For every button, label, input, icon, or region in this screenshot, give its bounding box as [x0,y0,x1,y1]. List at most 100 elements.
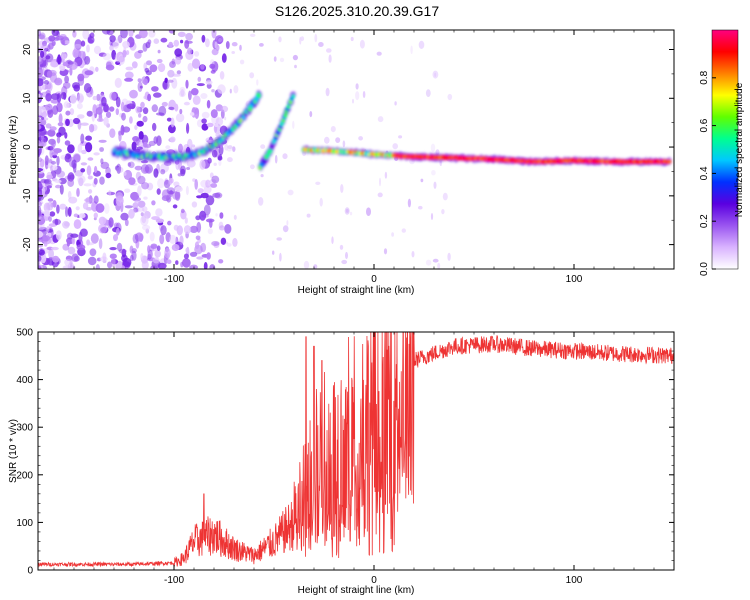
noise-blob [194,51,200,57]
noise-blob [214,192,223,199]
noise-blob [344,207,350,215]
noise-blob [98,139,107,143]
noise-blob [46,226,50,233]
noise-blob [159,234,165,245]
noise-blob [215,133,222,137]
snr-y-tick-label: 300 [16,423,33,434]
noise-blob [182,258,191,268]
noise-blob [95,66,99,72]
noise-blob [432,258,439,263]
noise-blob [162,80,170,90]
noise-blob [79,228,88,237]
noise-blob [105,111,112,118]
noise-blob [62,265,72,269]
noise-blob [197,188,204,194]
noise-blob [54,179,62,184]
spectrogram-y-tick-label: 0 [22,144,33,150]
noise-blob [206,83,212,89]
noise-blob [175,113,185,123]
noise-blob [87,36,95,44]
noise-blob [134,232,144,242]
noise-blob [76,187,80,197]
noise-blob [48,248,54,260]
noise-blob [101,30,111,35]
noise-blob [84,70,94,76]
noise-blob [167,69,175,78]
noise-blob [145,228,150,234]
noise-blob [425,259,432,266]
noise-blob [80,40,86,47]
noise-blob [349,211,353,216]
colorbar-tick-label: 0.8 [699,70,710,84]
noise-blob [189,112,195,116]
noise-blob [47,108,54,118]
noise-blob [59,184,64,195]
noise-blob [38,225,45,230]
noise-blob [154,249,161,258]
noise-blob [62,81,71,89]
noise-blob [209,264,216,269]
noise-blob [437,262,441,269]
ridge-core [667,159,672,164]
noise-blob [116,166,124,173]
noise-blob [142,224,151,231]
noise-blob [155,208,163,217]
snr-y-tick-label: 200 [16,470,33,481]
noise-blob [102,252,107,261]
noise-blob [142,115,148,123]
snr-y-tick-label: 0 [27,566,33,577]
noise-blob [118,248,127,254]
noise-blob [95,107,103,115]
noise-blob [205,195,215,206]
noise-blob [76,93,84,104]
noise-blob [411,251,415,258]
noise-blob [124,77,134,82]
noise-blob [120,30,128,39]
noise-blob [120,212,129,221]
noise-blob [232,237,238,247]
noise-blob [86,165,92,176]
noise-blob [78,50,86,59]
noise-blob [38,249,45,256]
noise-blob [166,259,172,265]
noise-blob [67,174,71,181]
noise-blob [65,110,71,116]
noise-blob [38,67,44,78]
noise-blob [101,96,107,107]
noise-blob [224,144,229,151]
noise-blob [80,133,85,144]
noise-blob [73,117,80,125]
noise-blob [46,174,54,180]
noise-blob [392,143,399,150]
noise-blob [93,152,100,156]
noise-blob [46,70,53,78]
ridge-core [283,113,288,118]
noise-blob [331,236,334,244]
noise-blob [72,48,79,59]
noise-blob [214,41,218,49]
noise-blob [224,224,232,234]
noise-blob [89,123,95,133]
noise-blob [102,52,112,61]
noise-blob [45,55,51,60]
noise-blob [65,118,70,127]
colorbar: 0.0 0.2 0.4 0.6 0.8 Normalized spectral ampl… [699,29,745,276]
noise-blob [209,63,216,69]
noise-blob [80,122,89,126]
noise-blob [376,51,382,56]
noise-blob [355,83,359,90]
noise-blob [56,56,62,65]
noise-blob [156,58,163,64]
noise-blob [50,61,59,68]
noise-blob [151,86,159,92]
noise-blob [194,241,200,250]
noise-blob [433,181,437,189]
noise-blob [45,93,52,102]
noise-blob [152,122,157,132]
noise-blob [103,104,110,113]
noise-blob [379,177,381,187]
noise-blob [153,136,158,144]
noise-blob [129,245,134,254]
noise-blob [124,188,131,193]
noise-blob [87,175,93,180]
